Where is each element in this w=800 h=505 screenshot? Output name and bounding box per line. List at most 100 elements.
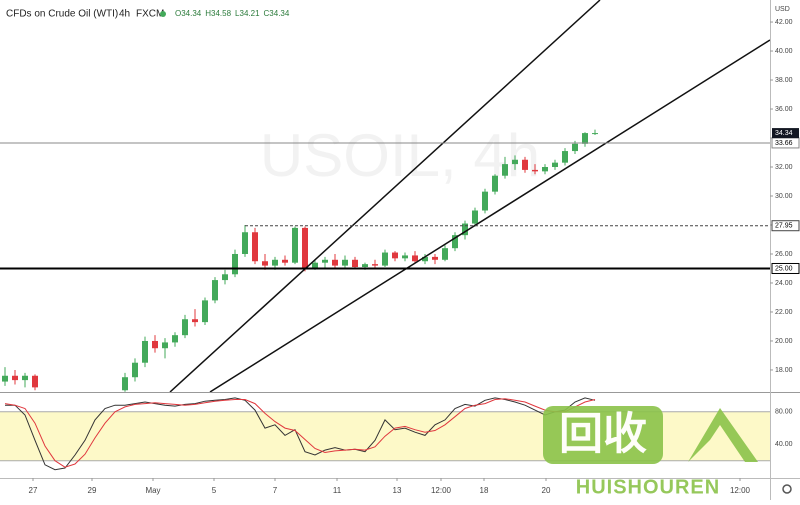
last-price-tag (772, 128, 799, 139)
candle-body (322, 259, 328, 263)
candle-body (192, 319, 198, 323)
candle-body (382, 252, 388, 266)
y-tick-label: 38.00 (775, 77, 793, 84)
candle-body (472, 210, 478, 224)
candle-body (122, 377, 128, 391)
candle-body (262, 261, 268, 266)
candle-body (2, 375, 8, 382)
last-price-label: 34.34 (775, 130, 793, 137)
status-dot (160, 11, 166, 17)
candle-body (152, 340, 158, 349)
ohlc-value: O34.34 (175, 9, 202, 18)
logo-box (543, 406, 663, 464)
x-tick-label: 12:00 (431, 486, 452, 495)
y-tick-label: 40.00 (775, 48, 793, 55)
candle-body (532, 169, 538, 172)
candle-body (292, 227, 298, 263)
x-tick-label: May (145, 486, 160, 495)
candle-body (572, 143, 578, 152)
ohlc-legend: O34.34 H34.58 L34.21 C34.34 (175, 9, 290, 18)
candle-body (592, 133, 598, 135)
y-tick-label: 30.00 (775, 193, 793, 200)
candle-body (402, 255, 408, 259)
price-tag (771, 220, 800, 232)
y-tick-label: 24.00 (775, 280, 793, 287)
candle-body (552, 162, 558, 168)
candle-body (202, 300, 208, 323)
x-tick-label: 27 (29, 486, 38, 495)
symbol-title[interactable]: CFDs on Crude Oil (WTI) (6, 9, 118, 20)
candle-body (242, 232, 248, 254)
candle-body (132, 362, 138, 378)
candle-body (562, 151, 568, 163)
y-tick-label: 20.00 (775, 338, 793, 345)
y-tick-label: 36.00 (775, 106, 793, 113)
interval[interactable]: 4h (119, 9, 130, 20)
logo-text: 回收 (559, 410, 647, 459)
candle-body (522, 159, 528, 170)
trend-line (209, 39, 770, 392)
x-tick-label: 18 (480, 486, 489, 495)
settings-icon[interactable] (782, 484, 792, 494)
candle-body (222, 274, 228, 281)
x-tick-label: 29 (88, 486, 97, 495)
price-tag (771, 262, 800, 274)
candle-body (342, 259, 348, 266)
logo-mark (688, 408, 758, 462)
y-tick-label: 32.00 (775, 164, 793, 171)
candle-body (352, 259, 358, 268)
candle-body (502, 164, 508, 176)
candle-body (482, 191, 488, 211)
x-tick-label: 13 (393, 486, 402, 495)
candle-body (32, 375, 38, 388)
candle-body (172, 335, 178, 343)
candle-body (492, 175, 498, 192)
candle-body (462, 223, 468, 236)
candle-body (272, 259, 278, 266)
watermark: USOIL, 4h (260, 122, 540, 189)
x-tick-label: 11 (333, 486, 342, 495)
trend-line (169, 0, 601, 392)
candle-body (232, 253, 238, 275)
price-tag-label: 25.00 (775, 265, 793, 272)
y-tick-label: 18.00 (775, 367, 793, 374)
candle-body (162, 342, 168, 349)
candle-body (22, 375, 28, 381)
logo-subtext: HUISHOUREN (576, 476, 720, 498)
candle-body (252, 232, 258, 262)
y-tick-label: 22.00 (775, 309, 793, 316)
candle-body (422, 256, 428, 262)
oscillator-line (5, 397, 596, 471)
candle-body (512, 159, 518, 165)
source: FXCM (136, 9, 164, 20)
candle-body (442, 248, 448, 260)
price-tag-label: 33.66 (775, 140, 793, 147)
ohlc-value: H34.58 (205, 9, 231, 18)
x-tick-label: 5 (212, 486, 217, 495)
price-tag-label: 27.95 (775, 223, 793, 230)
candle-body (582, 133, 588, 144)
osc-tick-label: 40.00 (775, 441, 793, 448)
candle-body (452, 235, 458, 249)
candle-body (412, 255, 418, 262)
ohlc-value: L34.21 (235, 9, 260, 18)
currency: USD (775, 6, 790, 13)
price-pane (2, 0, 770, 392)
candle-body (302, 227, 308, 269)
x-tick-label: 12:00 (730, 486, 751, 495)
candle-body (332, 259, 338, 266)
candle-body (392, 252, 398, 259)
candle-body (312, 262, 318, 269)
candle-body (12, 375, 18, 381)
candle-body (282, 259, 288, 263)
candle-body (372, 264, 378, 266)
osc-tick-label: 80.00 (775, 409, 793, 416)
candle-body (212, 280, 218, 301)
candle-body (362, 264, 368, 268)
candle-body (142, 340, 148, 363)
oscillator-line (4, 398, 596, 468)
candle-body (432, 256, 438, 260)
ohlc-value: C34.34 (264, 9, 290, 18)
y-tick-label: 26.00 (775, 251, 793, 258)
